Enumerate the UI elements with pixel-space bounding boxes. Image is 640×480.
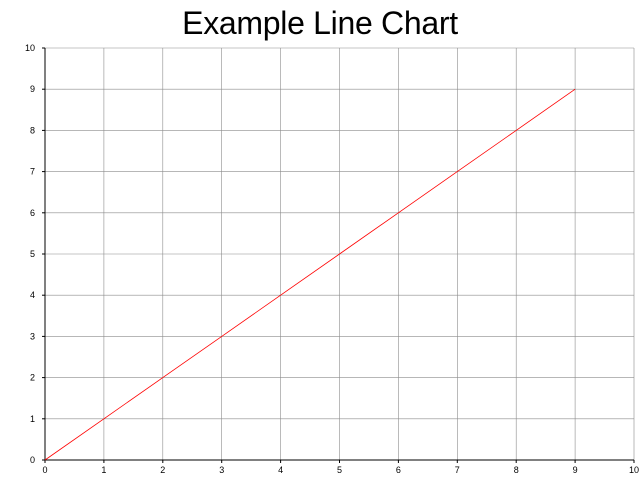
y-tick-label: 0 — [30, 455, 35, 465]
x-tick-label: 9 — [573, 465, 578, 475]
y-tick-label: 5 — [30, 249, 35, 259]
x-tick-label: 7 — [455, 465, 460, 475]
y-tick-label: 4 — [30, 290, 35, 300]
y-tick-label: 2 — [30, 373, 35, 383]
x-tick-label: 3 — [219, 465, 224, 475]
axes — [42, 47, 635, 463]
series-line — [44, 88, 576, 461]
x-tick-label: 8 — [514, 465, 519, 475]
x-tick-label: 0 — [42, 465, 47, 475]
x-tick-label: 6 — [396, 465, 401, 475]
x-tick-label: 1 — [101, 465, 106, 475]
tick-labels: 0 1 2 3 4 5 6 7 8 9 10 0 1 2 3 4 5 6 7 8 9 10 — [25, 43, 639, 475]
y-tick-label: 10 — [25, 43, 35, 53]
x-tick-label: 2 — [160, 465, 165, 475]
y-tick-label: 8 — [30, 125, 35, 135]
x-tick-label: 5 — [337, 465, 342, 475]
y-tick-label: 1 — [30, 414, 35, 424]
y-tick-label: 6 — [30, 208, 35, 218]
y-tick-label: 3 — [30, 331, 35, 341]
y-tick-label: 7 — [30, 167, 35, 177]
x-tick-label: 10 — [629, 465, 639, 475]
chart-title: Example Line Chart — [182, 5, 458, 41]
series-lines — [44, 88, 576, 461]
x-tick-label: 4 — [278, 465, 283, 475]
y-tick-label: 9 — [30, 84, 35, 94]
